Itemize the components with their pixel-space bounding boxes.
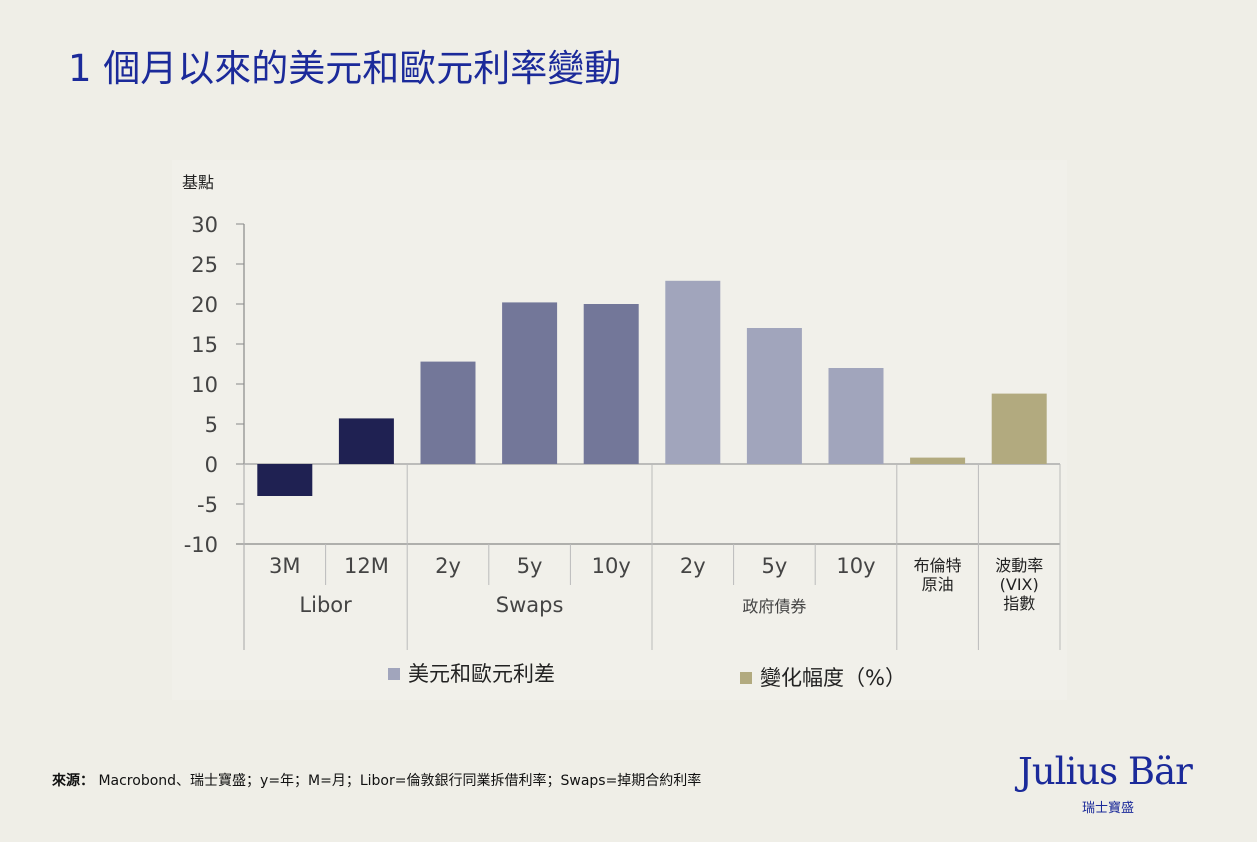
- y-axis-label: 基點: [182, 173, 214, 192]
- bar-7: [746, 328, 802, 464]
- bar-1: [257, 464, 313, 496]
- y-tick-label: 10: [191, 373, 218, 397]
- bar-5: [583, 304, 639, 464]
- category-label: (VIX): [1000, 575, 1039, 594]
- bar-10: [991, 393, 1047, 464]
- y-tick-label: 0: [205, 453, 218, 477]
- category-label: 原油: [922, 575, 954, 594]
- group-label: 政府債券: [742, 597, 806, 616]
- source-note: 來源： Macrobond、瑞士寶盛；y=年；M=月；Libor=倫敦銀行同業拆…: [52, 770, 701, 790]
- legend-swatch: [740, 672, 752, 684]
- logo-subtitle: 瑞士寶盛: [1082, 801, 1135, 816]
- bar-9: [910, 457, 966, 464]
- category-label: 2y: [680, 554, 706, 578]
- y-tick-label: -10: [184, 533, 218, 557]
- category-label: 5y: [762, 554, 788, 578]
- bar-6: [665, 280, 721, 464]
- category-label: 12M: [344, 554, 389, 578]
- bar-4: [502, 302, 558, 464]
- category-label: 波動率: [995, 556, 1043, 575]
- y-tick-label: 25: [191, 253, 218, 277]
- page-title: 1 個月以來的美元和歐元利率變動: [68, 47, 622, 90]
- y-tick-label: 5: [205, 413, 218, 437]
- y-tick-label: 20: [191, 293, 218, 317]
- legend-swatch: [388, 668, 400, 680]
- category-label: 5y: [517, 554, 543, 578]
- source-text: Macrobond、瑞士寶盛；y=年；M=月；Libor=倫敦銀行同業拆借利率；…: [94, 773, 702, 789]
- bar-3: [420, 361, 476, 464]
- group-label: Swaps: [496, 593, 564, 617]
- group-label: Libor: [299, 593, 352, 617]
- category-label: 指數: [1003, 594, 1035, 613]
- category-label: 10y: [836, 554, 875, 578]
- category-label: 2y: [435, 554, 461, 578]
- y-tick-label: 15: [191, 333, 218, 357]
- category-label: 10y: [592, 554, 631, 578]
- legend-label: 變化幅度（%）: [760, 666, 906, 690]
- y-tick-label: -5: [197, 493, 218, 517]
- category-label: 3M: [269, 554, 300, 578]
- legend-label: 美元和歐元利差: [408, 662, 555, 686]
- logo: Julius Bär: [1018, 750, 1193, 793]
- source-label: 來源：: [52, 773, 94, 789]
- y-tick-label: 30: [191, 213, 218, 237]
- bar-2: [338, 418, 394, 464]
- bar-8: [828, 368, 884, 464]
- category-label: 布倫特: [914, 556, 962, 575]
